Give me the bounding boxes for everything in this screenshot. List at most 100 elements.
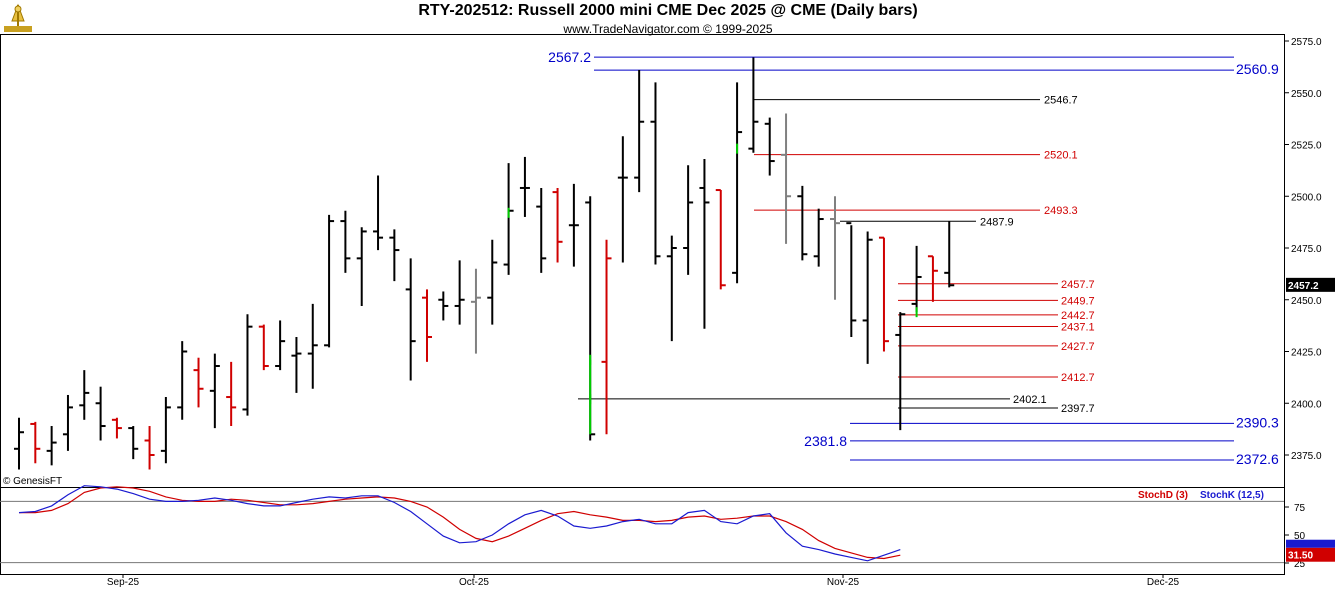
ohlc-bar [519, 156, 530, 217]
ohlc-bar [568, 183, 579, 267]
watermark-text: © GenesisFT [3, 476, 62, 487]
ohlc-bar [878, 236, 889, 352]
ohlc-bar [536, 187, 547, 273]
level-label: 2381.8 [804, 433, 847, 449]
stoch-line [19, 486, 901, 560]
level-label: 2457.7 [1061, 279, 1095, 291]
stoch-legend-k: StochK (12,5) [1200, 490, 1264, 501]
level-label: 2372.6 [1236, 451, 1279, 467]
ohlc-bar [895, 312, 906, 431]
ohlc-bar [144, 426, 155, 470]
price-y-tick-label: 2450.0 [1291, 296, 1322, 307]
level-label: 2487.9 [980, 216, 1014, 228]
ohlc-bar [422, 289, 432, 362]
ohlc-bar [666, 235, 677, 342]
ohlc-bar [291, 337, 302, 393]
price-y-tick-label: 2575.0 [1291, 37, 1322, 48]
last-price-box [1286, 277, 1335, 292]
ohlc-bar [373, 175, 384, 251]
ohlc-bar [258, 324, 269, 371]
ohlc-bar [14, 417, 24, 470]
ohlc-bar [862, 231, 873, 364]
price-y-tick-label: 2525.0 [1291, 141, 1322, 152]
ohlc-bar [764, 117, 775, 176]
level-label: 2437.1 [1061, 321, 1095, 333]
ohlc-bar [944, 221, 955, 288]
price-panel-frame [0, 34, 1285, 488]
x-tick-label: Sep-25 [107, 577, 140, 588]
ohlc-bar [617, 136, 628, 263]
ohlc-bar [634, 69, 645, 193]
ohlc-bar [470, 268, 481, 354]
stochastic-panel: StochD (3) StochK (12,5) [18, 485, 1264, 562]
price-bars [14, 57, 955, 470]
ohlc-bar [732, 82, 743, 284]
level-label: 2402.1 [1013, 394, 1047, 406]
stoch-value-box-k [1286, 539, 1335, 548]
ohlc-bar [715, 189, 726, 290]
level-label: 2449.7 [1061, 295, 1095, 307]
ohlc-bar [438, 291, 449, 321]
stoch-panel-frame [0, 487, 1285, 575]
x-tick-label: Nov-25 [827, 577, 860, 588]
ohlc-bar [927, 255, 938, 302]
ohlc-bar [307, 303, 318, 389]
level-label: 2546.7 [1044, 95, 1078, 107]
level-label: 2427.7 [1061, 341, 1095, 353]
ohlc-bar [340, 210, 351, 273]
ohlc-bar [209, 353, 220, 429]
ohlc-bar [454, 260, 465, 325]
chart-title: RTY-202512: Russell 2000 mini CME Dec 20… [418, 2, 918, 19]
stoch-line [18, 485, 901, 562]
level-label: 2442.7 [1061, 310, 1095, 322]
price-y-tick-label: 2475.0 [1291, 244, 1322, 255]
level-label: 2390.3 [1236, 414, 1279, 430]
ohlc-bar [781, 113, 792, 244]
stoch-legend-d: StochD (3) [1138, 490, 1188, 501]
ohlc-bar [683, 165, 694, 275]
price-levels: 2567.2 2560.9 2546.7 2520.1 2493.3 2487.9 2457… [548, 49, 1279, 467]
ohlc-bar [830, 196, 840, 300]
ohlc-bar [487, 239, 498, 325]
ohlc-bar [405, 258, 416, 381]
ohlc-bar [160, 397, 171, 464]
level-label: 2560.9 [1236, 61, 1279, 77]
ohlc-bar [62, 394, 73, 451]
price-y-tick-label: 2425.0 [1291, 348, 1322, 359]
ohlc-bar [911, 245, 922, 313]
ohlc-bar [242, 314, 253, 416]
level-label: 2520.1 [1044, 150, 1078, 162]
y-axis-area [1285, 34, 1336, 574]
ohlc-bar [324, 214, 335, 348]
ohlc-bar [177, 341, 188, 420]
ohlc-bar [552, 187, 563, 263]
ohlc-bar [193, 357, 204, 408]
level-label: 2493.3 [1044, 205, 1078, 217]
ohlc-bar [30, 421, 41, 464]
ohlc-bar [275, 320, 286, 371]
price-y-tick-label: 2400.0 [1291, 399, 1322, 410]
x-tick-label: Dec-25 [1147, 577, 1180, 588]
ohlc-bar [650, 82, 661, 265]
trading-logo-icon [4, 3, 32, 32]
stoch-y-tick-label: 75 [1294, 503, 1306, 514]
stoch-y-tick-label: 50 [1294, 531, 1306, 542]
price-y-tick-label: 2500.0 [1291, 192, 1322, 203]
stoch-value-label: 31.50 [1288, 551, 1313, 562]
x-tick-label: Oct-25 [459, 577, 489, 588]
ohlc-bar [95, 386, 106, 441]
price-y-tick-label: 2550.0 [1291, 89, 1322, 100]
price-y-tick-label: 2375.0 [1291, 451, 1322, 462]
ohlc-bar [846, 222, 857, 338]
chart-subtitle: www.TradeNavigator.com © 1999-2025 [563, 22, 773, 36]
chart-frames [0, 34, 1336, 575]
ohlc-bar [46, 426, 57, 466]
ohlc-bar [356, 227, 367, 306]
level-label: 2397.7 [1061, 403, 1095, 415]
level-label: 2567.2 [548, 49, 591, 65]
ohlc-bar [226, 361, 237, 427]
last-price-label: 2457.2 [1288, 281, 1319, 292]
stoch-y-tick-label: 25 [1294, 559, 1306, 570]
ohlc-bar [111, 417, 122, 439]
